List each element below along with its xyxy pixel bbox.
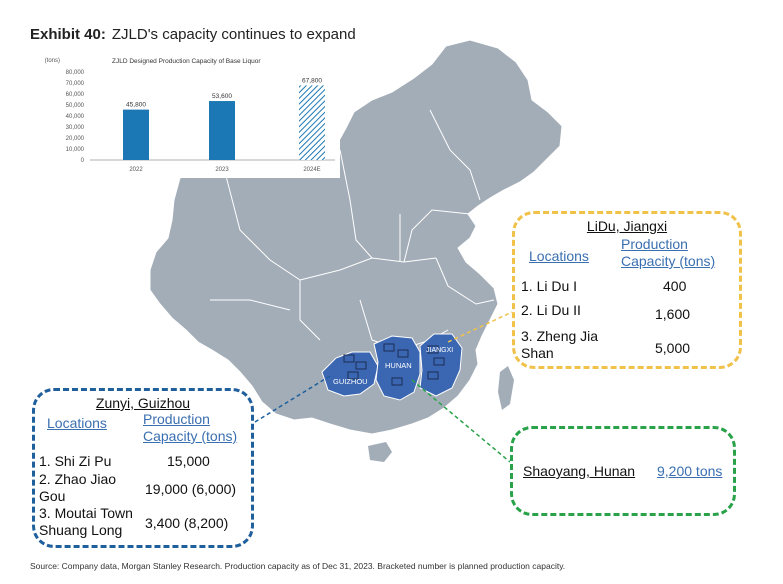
- factory-icon: [355, 361, 367, 370]
- factory-icon: [391, 377, 403, 386]
- hainan-island: [368, 442, 392, 462]
- factory-icon: [427, 345, 439, 354]
- callout-lidu-row2-cap: 1,600: [655, 306, 691, 322]
- y-tick-label: 0: [81, 158, 85, 164]
- callout-lidu-col-locations: Locations: [529, 248, 589, 264]
- bar-value-label: 67,800: [302, 77, 322, 84]
- callout-lidu-row3-loc: 3. Zheng Jia Shan: [521, 328, 599, 361]
- chart-unit-label: (tons): [45, 58, 60, 64]
- callout-zunyi-row1-cap: 15,000: [167, 453, 210, 469]
- label-hunan: HUNAN: [385, 361, 412, 370]
- factory-icon: [397, 349, 409, 358]
- callout-zunyi-col-capacity: Production Capacity (tons): [143, 411, 238, 444]
- exhibit-title: Exhibit 40: ZJLD's capacity continues to …: [30, 26, 356, 43]
- bar-value-label: 53,600: [212, 93, 232, 100]
- factory-icon: [343, 354, 355, 363]
- bar-2022: [123, 109, 149, 160]
- callout-lidu: LiDu, Jiangxi Locations Production Capac…: [512, 211, 742, 369]
- factory-icon: [347, 371, 359, 380]
- chart-title: ZJLD Designed Production Capacity of Bas…: [112, 58, 261, 65]
- callout-zunyi-row3-loc: 3. Moutai Town Shuang Long: [39, 505, 133, 538]
- callout-shaoyang: Shaoyang, Hunan 9,200 tons: [510, 426, 736, 516]
- callout-zunyi: Zunyi, Guizhou Locations Production Capa…: [32, 388, 254, 548]
- y-tick-label: 50,000: [66, 103, 85, 109]
- callout-lidu-row2-loc: 2. Li Du II: [521, 302, 581, 318]
- callout-lidu-row1-cap: 400: [663, 278, 687, 294]
- x-tick-label: 2022: [129, 167, 143, 173]
- province-borders: [210, 109, 495, 351]
- y-tick-label: 80,000: [66, 70, 85, 76]
- connector-guizhou: [254, 375, 331, 423]
- y-tick-label: 10,000: [66, 147, 85, 153]
- factory-icon: [433, 357, 445, 366]
- callout-lidu-row3-cap: 5,000: [655, 340, 691, 356]
- capacity-bar-chart: ZJLD Designed Production Capacity of Bas…: [30, 50, 340, 178]
- callout-shaoyang-title: Shaoyang, Hunan: [523, 463, 636, 479]
- bar-2023: [209, 101, 235, 160]
- callout-zunyi-row1-loc: 1. Shi Zi Pu: [39, 453, 112, 469]
- callout-zunyi-row3-cap: 3,400 (8,200): [145, 515, 229, 531]
- y-tick-label: 60,000: [66, 92, 85, 98]
- factory-icon: [427, 371, 439, 380]
- factory-icons: [343, 343, 445, 386]
- callout-lidu-title: LiDu, Jiangxi: [586, 218, 668, 234]
- x-tick-label: 2024E: [303, 167, 320, 173]
- label-jiangxi: JIANGXI: [426, 347, 453, 354]
- exhibit-label: Exhibit 40:: [30, 26, 106, 43]
- source-footnote: Source: Company data, Morgan Stanley Res…: [30, 561, 566, 571]
- connector-jiangxi: [447, 311, 513, 343]
- y-tick-label: 20,000: [66, 136, 85, 142]
- label-guizhou: GUIZHOU: [333, 377, 368, 386]
- connector-hunan: [411, 379, 511, 463]
- chart-background: [30, 50, 340, 178]
- y-axis-ticks: 0 10,000 20,000 30,000 40,000 50,000 60,000 70,…: [66, 70, 85, 164]
- callout-zunyi-row2-loc: 2. Zhao Jiao Gou: [39, 471, 117, 504]
- bars: 45,800 2022 53,600 2023 67,800 2024E: [123, 77, 325, 173]
- bar-value-label: 45,800: [126, 102, 146, 109]
- callout-zunyi-row2-cap: 19,000 (6,000): [145, 481, 237, 497]
- callout-zunyi-col-locations: Locations: [47, 415, 107, 431]
- exhibit-heading: ZJLD's capacity continues to expand: [111, 26, 356, 43]
- callout-lidu-row1-loc: 1. Li Du I: [521, 278, 578, 294]
- taiwan-island: [498, 366, 514, 410]
- factory-icon: [383, 343, 395, 352]
- bar-2024E: [299, 85, 325, 160]
- callout-lidu-col-capacity: Production Capacity (tons): [621, 236, 716, 269]
- y-tick-label: 70,000: [66, 81, 85, 87]
- callout-shaoyang-capacity: 9,200 tons: [657, 463, 723, 479]
- callout-zunyi-title: Zunyi, Guizhou: [95, 395, 191, 411]
- y-tick-label: 40,000: [66, 114, 85, 120]
- y-tick-label: 30,000: [66, 125, 85, 131]
- x-tick-label: 2023: [215, 167, 229, 173]
